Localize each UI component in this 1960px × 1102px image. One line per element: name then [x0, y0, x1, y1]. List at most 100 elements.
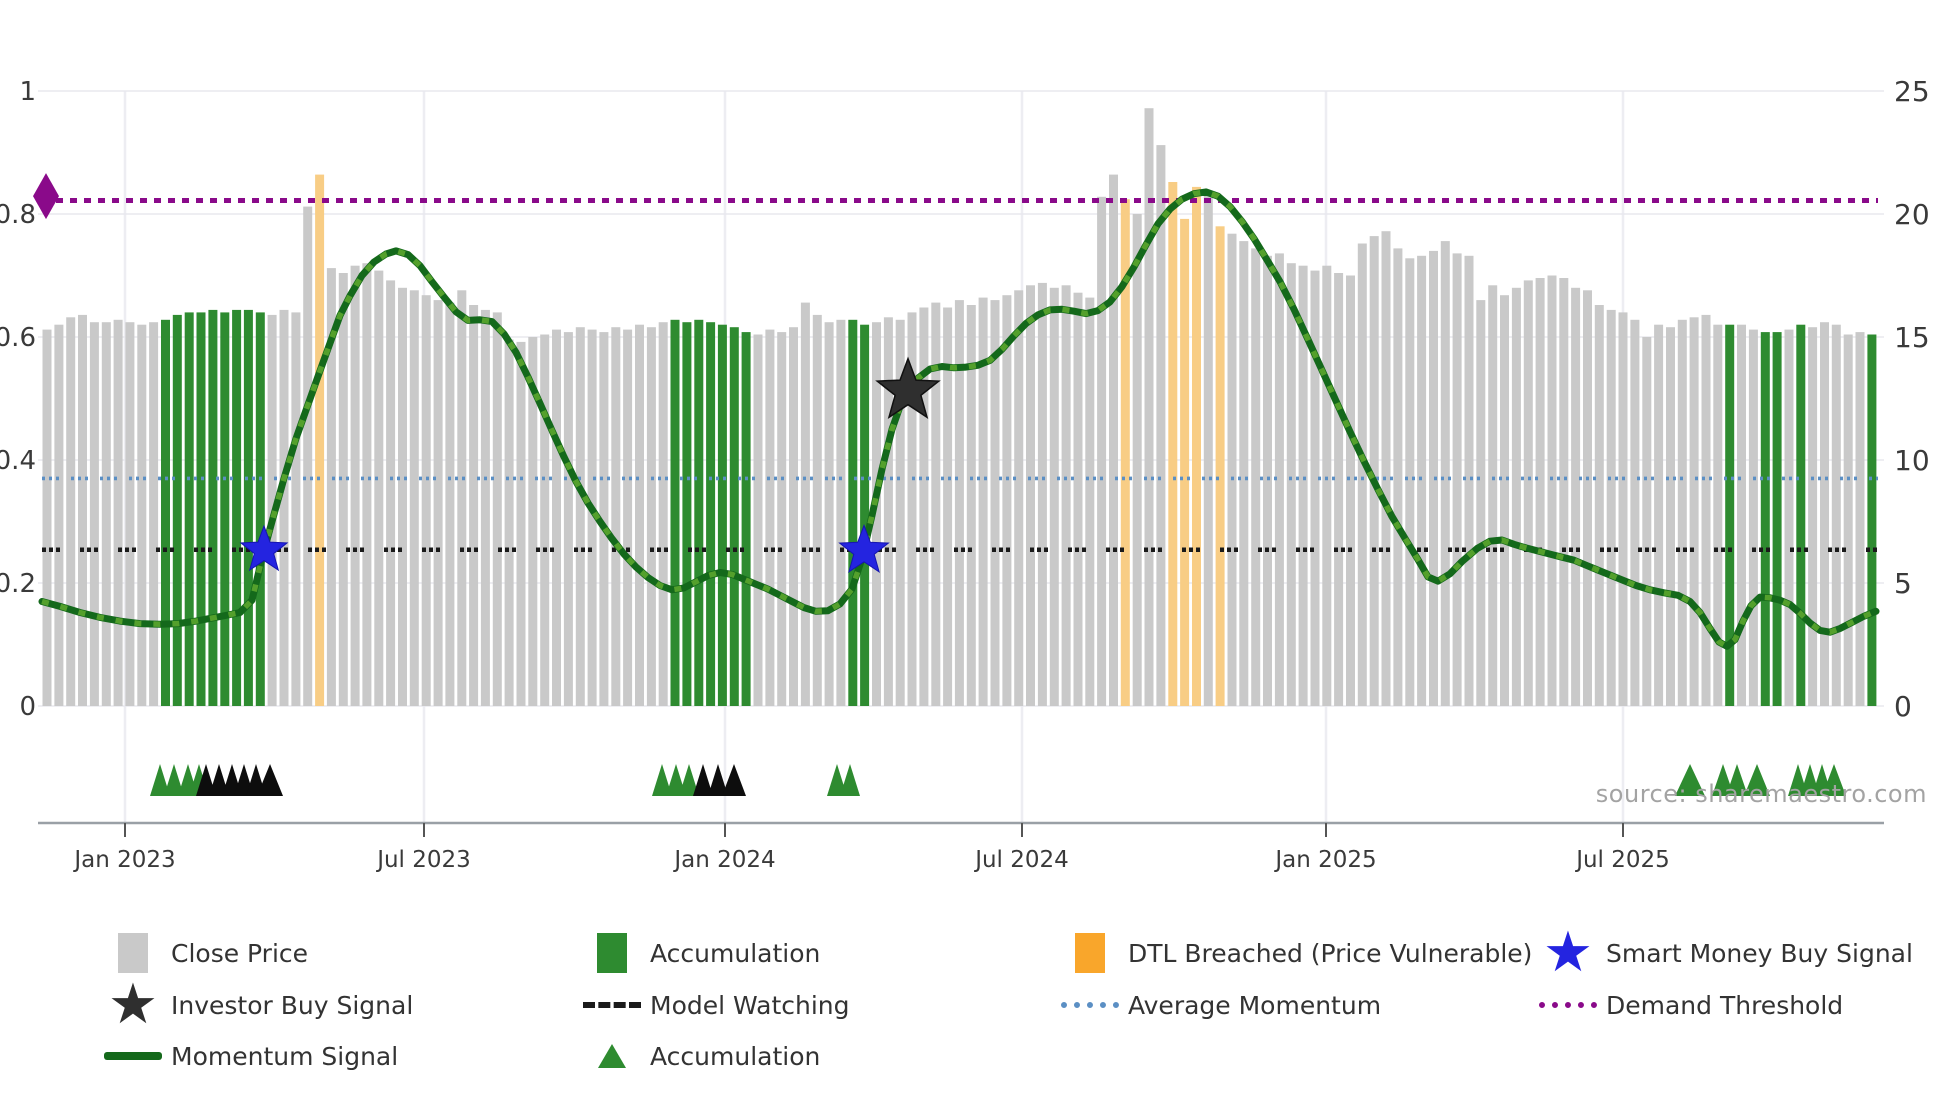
left-axis-label: 0.2: [0, 569, 36, 599]
price-bar: [42, 329, 52, 706]
price-bar: [1381, 231, 1391, 706]
price-bar: [1464, 255, 1474, 707]
x-axis-tick-label: Jan 2025: [1273, 847, 1376, 873]
price-bar: [1429, 250, 1438, 706]
price-bar: [1713, 324, 1723, 706]
price-bar: [243, 309, 253, 706]
accumulation-triangle-marker: [150, 764, 170, 796]
price-bar: [315, 174, 325, 707]
price-bar: [326, 268, 336, 706]
legend-label: Close Price: [171, 938, 309, 968]
price-bar: [765, 329, 775, 706]
price-bar: [101, 322, 111, 706]
price-bar: [1168, 182, 1178, 706]
price-bar: [1642, 337, 1652, 706]
momentum-signal-line: [38, 188, 1880, 650]
price-bar: [1298, 265, 1308, 706]
price-bar: [504, 339, 514, 706]
price-bar: [208, 309, 218, 706]
price-bar: [1594, 305, 1604, 706]
price-bar: [113, 319, 123, 706]
price-bar: [1855, 332, 1865, 706]
left-axis-label: 0.8: [0, 200, 36, 230]
price-bar: [1180, 218, 1190, 706]
price-bar: [1334, 273, 1344, 706]
price-bar: [611, 327, 621, 706]
legend-label: Smart Money Buy Signal: [1606, 938, 1913, 968]
price-bar: [1263, 255, 1272, 707]
price-bar: [78, 314, 87, 706]
price-bar: [149, 322, 159, 706]
price-bar: [1831, 324, 1841, 706]
left-axis-label: 0: [19, 692, 36, 722]
accumulation-triangle-marker: [679, 764, 699, 796]
legend-item-close-price: Close Price: [103, 928, 308, 978]
price-bar: [1192, 186, 1201, 706]
price-bar: [1796, 324, 1806, 706]
price-bar: [350, 265, 360, 706]
price-bar: [1144, 108, 1154, 706]
left-axis-label: 0.6: [0, 323, 36, 353]
price-bar: [587, 329, 597, 706]
accumulation-triangle-marker: [827, 764, 847, 796]
x-axis-tick-label: Jul 2023: [375, 847, 471, 873]
price-bar: [800, 302, 810, 706]
x-axis-tick-label: Jan 2023: [72, 847, 175, 873]
price-bar: [1440, 241, 1450, 706]
price-bar: [469, 305, 479, 706]
price-bar: [1772, 332, 1782, 706]
price-bar: [599, 332, 609, 706]
price-bar: [1097, 196, 1107, 707]
price-bar: [706, 322, 716, 706]
price-bar: [1725, 324, 1735, 706]
price-bar: [1689, 317, 1699, 706]
price-bar: [1867, 334, 1877, 706]
price-bar: [66, 317, 76, 706]
price-bar: [1251, 248, 1261, 706]
price-bar: [1120, 199, 1130, 706]
price-bar: [1405, 258, 1415, 706]
investor-buy-star-marker: [875, 356, 941, 420]
left-axis-label: 0.4: [0, 446, 36, 476]
right-axis-label: 25: [1894, 75, 1930, 108]
price-bar: [161, 319, 170, 706]
legend-label: Demand Threshold: [1606, 990, 1844, 1020]
accumulation-triangle-marker: [840, 764, 860, 796]
price-bar: [1357, 243, 1367, 706]
price-bar: [824, 322, 834, 706]
price-bar: [1547, 275, 1557, 706]
accumulation-triangle-marker: [652, 764, 672, 796]
price-bar: [623, 329, 633, 706]
left-axis-labels: 1 0.8 0.6 0.4 0.2 0: [0, 77, 36, 722]
price-bar: [1571, 287, 1581, 706]
price-bar: [1737, 324, 1746, 706]
price-bar: [374, 270, 384, 706]
price-bar: [303, 206, 313, 706]
price-bar: [1073, 292, 1083, 706]
price-bar: [1523, 280, 1533, 706]
black-dashed-line-icon: [582, 1002, 642, 1008]
price-bar: [694, 319, 704, 706]
price-bar: [220, 312, 230, 706]
price-bar: [1630, 319, 1640, 706]
legend-item-demand-threshold: Demand Threshold: [1538, 980, 1843, 1030]
price-bar: [172, 314, 182, 706]
legend-label: Model Watching: [650, 990, 850, 1020]
price-bar: [1239, 241, 1249, 706]
price-bar: [1346, 275, 1355, 706]
price-bar: [919, 307, 929, 706]
right-axis-label: 0: [1894, 690, 1912, 723]
price-bar: [670, 319, 680, 706]
price-bar: [492, 312, 502, 706]
price-bar: [1488, 285, 1498, 706]
price-bar: [1784, 329, 1794, 706]
green-triangle-icon: [582, 1044, 642, 1068]
legend-label: Average Momentum: [1128, 990, 1382, 1020]
price-bar: [1227, 233, 1237, 706]
x-axis-tick-label: Jul 2025: [1574, 847, 1670, 873]
price-bar: [1677, 319, 1687, 706]
price-bar: [1203, 191, 1213, 706]
demand-threshold-diamond-marker: [33, 173, 59, 220]
accumulation-triangle-marker: [708, 764, 728, 796]
